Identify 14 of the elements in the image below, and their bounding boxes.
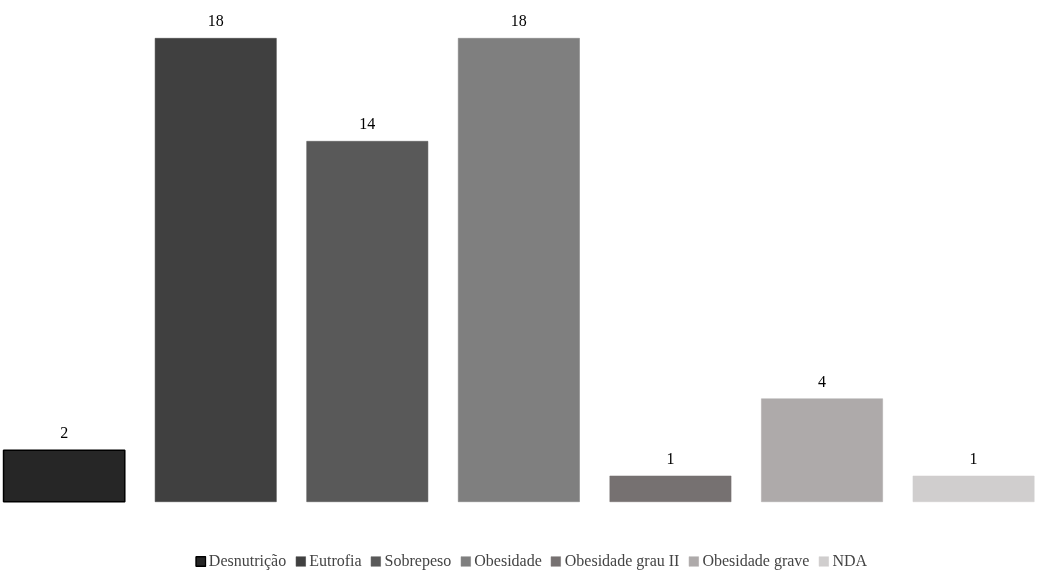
legend-label: NDA (832, 552, 868, 570)
data-label: 18 (207, 12, 224, 30)
legend-label: Desnutrição (208, 552, 287, 570)
data-label: 1 (666, 449, 675, 467)
data-label: 1 (969, 449, 978, 467)
data-label: 14 (359, 115, 376, 133)
legend-label: Obesidade (474, 552, 542, 570)
data-label: 2 (60, 424, 69, 442)
data-label: 18 (510, 12, 527, 30)
legend-label: Eutrofia (309, 552, 362, 570)
legend-label: Obesidade grau II (564, 552, 680, 570)
legend-label: Obesidade grave (702, 552, 810, 570)
data-label: 4 (818, 372, 827, 390)
legend-label: Sobrepeso (384, 552, 452, 570)
